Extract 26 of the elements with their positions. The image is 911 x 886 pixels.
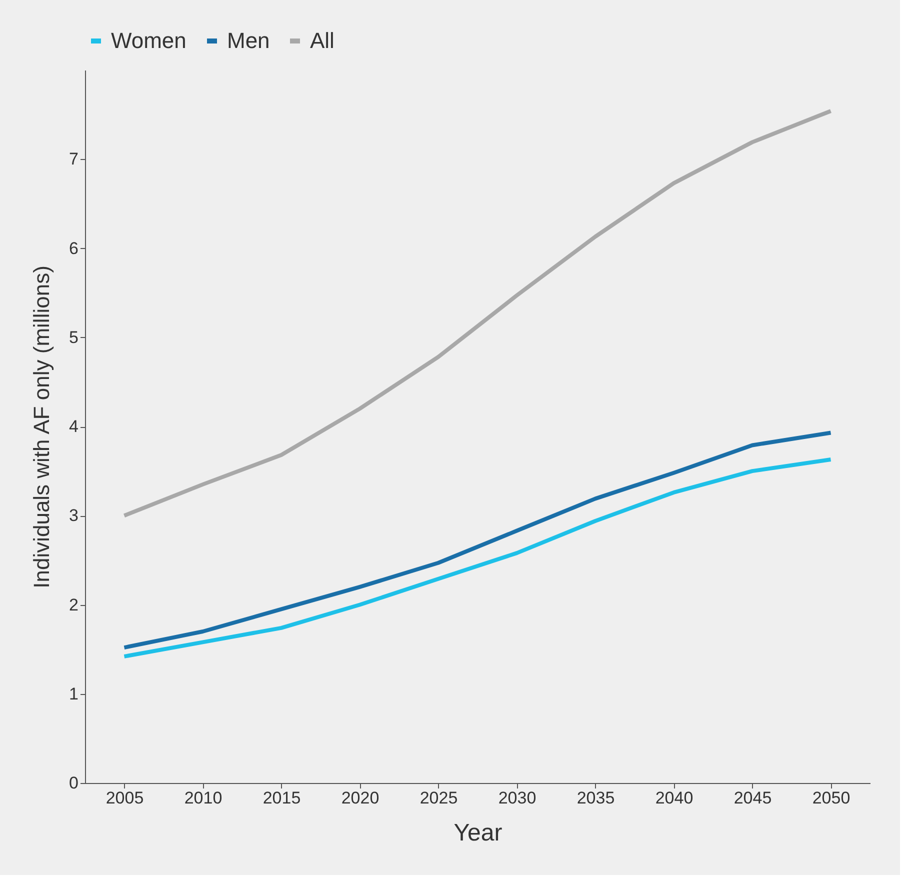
legend-label: Women xyxy=(111,28,186,53)
x-tick-label: 2040 xyxy=(655,788,694,808)
x-tick-label: 2050 xyxy=(812,788,850,808)
y-tick-label: 4 xyxy=(69,417,78,436)
y-tick-label: 5 xyxy=(69,328,78,347)
x-tick-label: 2020 xyxy=(341,788,380,808)
x-tick-label: 2010 xyxy=(184,788,222,808)
y-tick-label: 7 xyxy=(69,150,78,169)
y-tick-label: 3 xyxy=(69,506,78,526)
legend-label: Men xyxy=(227,28,270,53)
line-series xyxy=(122,457,833,658)
line-series xyxy=(122,430,833,650)
y-axis-title: Individuals with AF only (millions) xyxy=(29,266,54,588)
y-tick-label: 1 xyxy=(69,684,78,704)
x-tick-label: 2015 xyxy=(262,788,301,808)
x-tick-label: 2005 xyxy=(106,788,144,808)
x-tick-label: 2035 xyxy=(576,788,615,808)
line-series xyxy=(122,108,833,518)
y-tick-label: 6 xyxy=(69,238,78,258)
legend-label: All xyxy=(310,28,334,53)
x-tick-label: 2025 xyxy=(420,788,458,808)
y-tick-label: 0 xyxy=(69,774,78,792)
x-axis-title: Year xyxy=(454,820,502,846)
x-tick-label: 2045 xyxy=(734,788,772,808)
x-tick-label: 2030 xyxy=(498,788,536,808)
y-tick-label: 2 xyxy=(69,595,78,614)
